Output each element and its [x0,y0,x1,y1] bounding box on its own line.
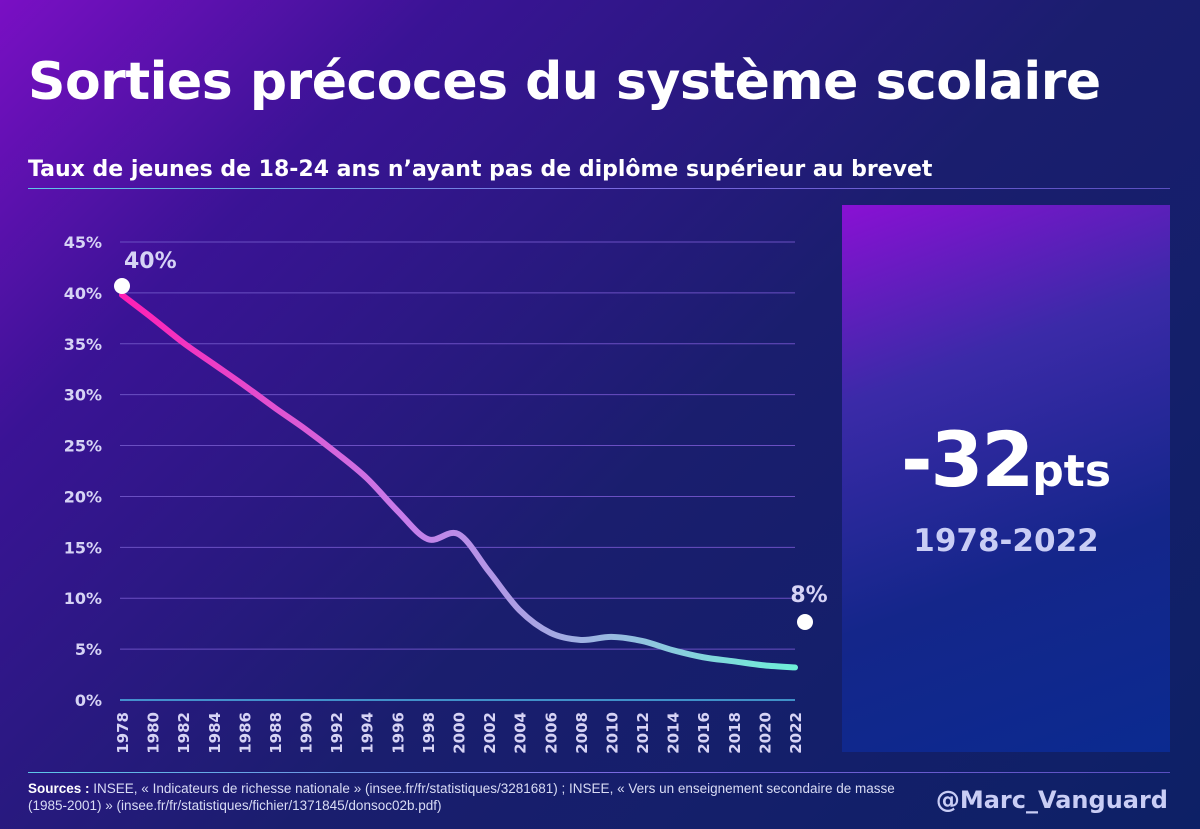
y-tick-label: 40% [64,284,102,303]
y-tick-label: 5% [75,640,102,659]
y-tick-label: 25% [64,437,102,456]
kpi-period: 1978-2022 [913,523,1099,559]
footer-divider [28,772,1170,773]
x-tick-label: 1994 [359,712,377,754]
x-tick-label: 2004 [512,712,530,754]
chart-subtitle: Taux de jeunes de 18-24 ans n’ayant pas … [28,157,933,182]
author-handle: @Marc_Vanguard [935,786,1168,814]
y-axis-ticks: 0% 5% 10% 15% 20% 25% 30% 35% 40% 45% [64,233,102,710]
x-tick-label: 1996 [389,712,407,754]
x-tick-label: 2014 [665,712,683,754]
x-tick-label: 1992 [328,712,346,754]
x-tick-label: 2000 [451,712,469,754]
kpi-panel: -32pts 1978-2022 [842,205,1170,752]
x-tick-label: 2018 [726,712,744,754]
sources-text: INSEE, « Indicateurs de richesse nationa… [28,781,895,813]
data-label: 40% [124,249,177,274]
x-tick-label: 1988 [267,712,285,754]
chart-title: Sorties précoces du système scolaire [28,52,1101,112]
endpoint-marker [114,278,130,294]
data-series [119,291,798,671]
x-tick-label: 2002 [481,712,499,754]
y-tick-label: 10% [64,589,102,608]
x-tick-label: 2012 [634,712,652,754]
kpi-number: -32 [900,415,1034,504]
x-tick-label: 1986 [236,712,254,754]
endpoint-marker [797,614,813,630]
x-tick-label: 1982 [175,712,193,754]
x-tick-label: 1990 [298,712,316,754]
subtitle-divider [28,188,1170,189]
series-line [119,291,798,671]
x-tick-label: 2010 [603,712,621,754]
y-tick-label: 30% [64,386,102,405]
data-label: 8% [790,583,827,608]
sources-label: Sources : [28,781,90,796]
y-tick-label: 45% [64,233,102,252]
x-tick-label: 1978 [114,712,132,754]
x-axis-ticks: 1978 1980 1982 1984 1986 1988 1990 1992 1994 1996… [114,712,805,754]
kpi-unit: pts [1032,446,1112,497]
x-tick-label: 1984 [206,712,224,754]
x-tick-label: 2008 [573,712,591,754]
y-tick-label: 20% [64,487,102,506]
y-tick-label: 35% [64,335,102,354]
kpi-value: -32pts [842,415,1170,504]
y-tick-label: 0% [75,691,102,710]
x-tick-label: 2006 [542,712,560,754]
annotations: 40% 8% [114,249,828,630]
y-tick-label: 15% [64,538,102,557]
x-tick-label: 1998 [420,712,438,754]
grid-lines [120,241,795,701]
sources-note: Sources : INSEE, « Indicateurs de riches… [28,780,898,814]
x-tick-label: 2020 [756,712,774,754]
line-chart: 0% 5% 10% 15% 20% 25% 30% 35% 40% 45% 1978 1980 198… [64,233,828,754]
x-tick-label: 2022 [787,712,805,754]
x-tick-label: 1980 [145,712,163,754]
x-tick-label: 2016 [695,712,713,754]
